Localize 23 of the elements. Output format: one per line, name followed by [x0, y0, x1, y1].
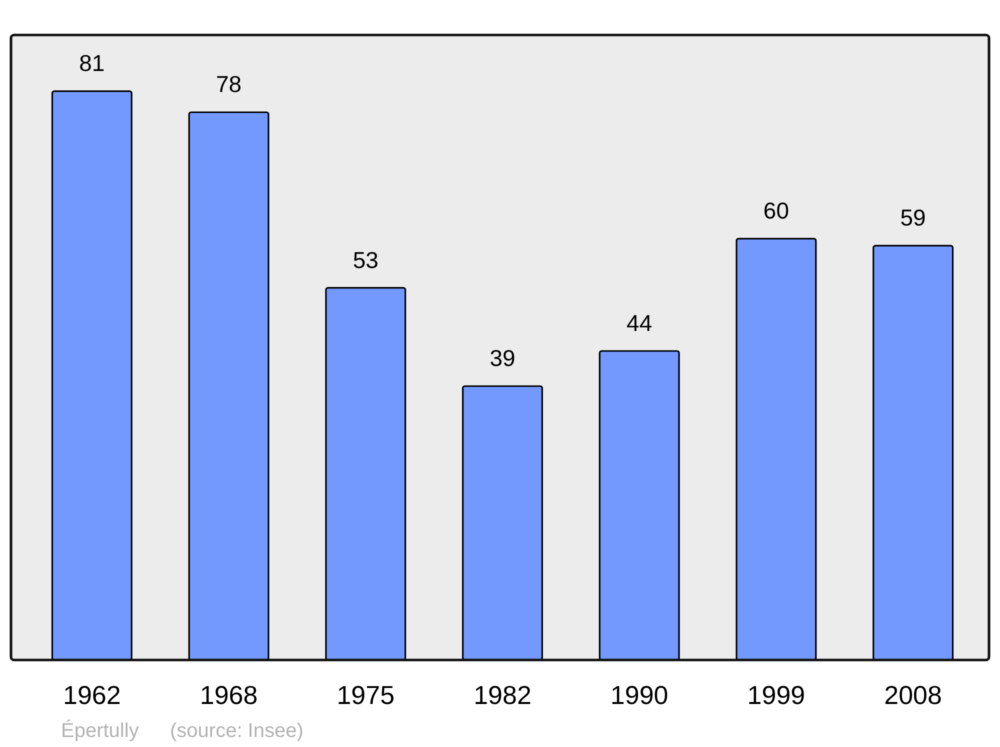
bar	[462, 385, 543, 661]
data-label: 44	[626, 310, 652, 336]
data-label: 39	[490, 345, 516, 372]
x-tick-label: 1999	[747, 680, 806, 710]
data-label: 59	[900, 204, 926, 231]
x-tick-label: 1990	[610, 680, 668, 710]
bar	[188, 111, 270, 661]
x-tick-label: 1982	[474, 680, 532, 710]
data-label: 60	[763, 198, 790, 224]
bar	[51, 90, 132, 661]
x-tick-label: 1968	[200, 680, 258, 710]
x-tick-label: 1975	[336, 680, 395, 710]
data-label: 81	[79, 50, 105, 76]
text: (source: Insee)	[170, 720, 304, 742]
bar	[325, 287, 406, 661]
text: Épertully	[61, 719, 139, 742]
data-label: 78	[216, 71, 242, 98]
bar	[736, 238, 817, 661]
x-tick-label: 1962	[63, 680, 121, 710]
bar	[872, 244, 954, 661]
data-label: 53	[352, 246, 378, 273]
x-tick-label: 2008	[884, 680, 942, 710]
bar	[598, 350, 680, 661]
